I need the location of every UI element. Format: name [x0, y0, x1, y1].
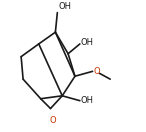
- Text: OH: OH: [81, 38, 94, 48]
- Text: O: O: [49, 116, 56, 125]
- Text: O: O: [94, 67, 100, 76]
- Text: OH: OH: [81, 96, 94, 105]
- Text: OH: OH: [58, 2, 71, 11]
